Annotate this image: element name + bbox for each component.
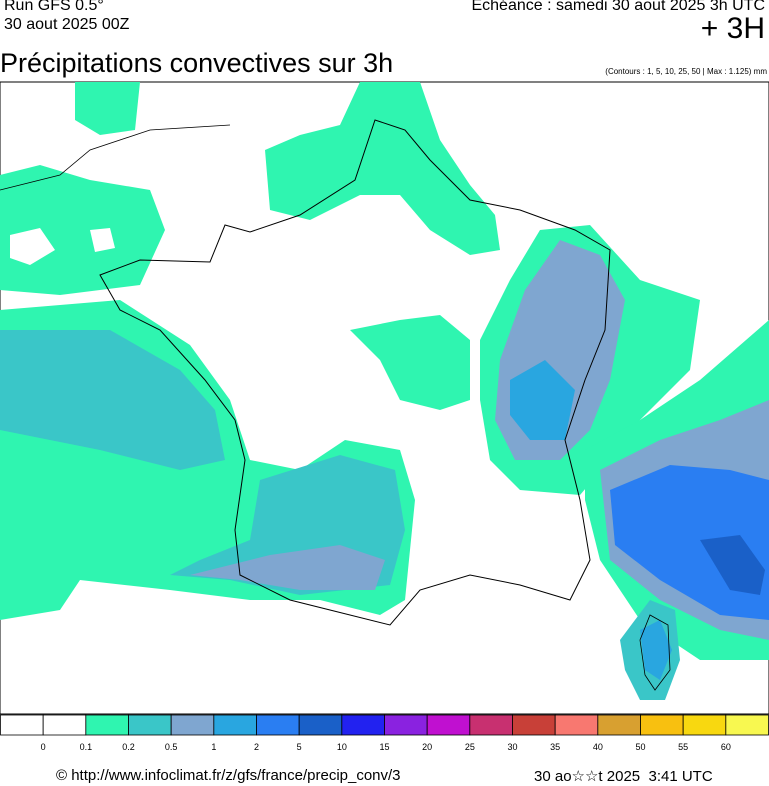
legend-label: 40 [593,742,603,752]
legend-swatch [469,714,513,736]
legend-swatch [85,714,129,736]
legend-swatch [128,714,172,736]
run: Run GFS 0.5° [4,0,104,14]
precip-field [0,82,769,700]
legend-swatch [512,714,556,736]
legend-label: 50 [635,742,645,752]
legend-label: 1 [211,742,216,752]
legend-swatch [384,714,428,736]
legend-label: 0.2 [122,742,135,752]
legend-label: 0 [41,742,46,752]
legend-label: 35 [550,742,560,752]
legend-label: 55 [678,742,688,752]
legend-swatch [725,714,769,736]
legend-swatch [298,714,343,736]
legend-label: 2 [254,742,259,752]
legend-swatch [554,714,599,736]
france-outline [99,119,611,626]
color-legend: 0 0.1 0.2 0.5 1 2 5 10 15 20 25 30 35 40 50 55 60 [0,714,769,752]
legend-swatch [170,714,215,736]
legend-label: 20 [422,742,432,752]
legend-label: 10 [337,742,347,752]
legend-swatch [426,714,471,736]
legend-label: 25 [465,742,475,752]
legend-swatch [640,714,684,736]
contours: (Contours : 1, 5, 10, 25, 50 | Max : 1.1… [605,67,767,76]
coastlines [0,124,671,691]
legend-label: 0.1 [80,742,93,752]
legend-label: 30 [507,742,517,752]
source-url: © http://www.infoclimat.fr/z/gfs/france/… [56,767,401,784]
legend-swatch [682,714,727,736]
title: Précipitations convectives sur 3h [0,48,394,78]
legend-label: 60 [721,742,731,752]
legend-swatch [42,714,87,736]
echeance: Echéance : samedi 30 aout 2025 3h UTC [471,0,765,14]
legend-swatch [213,714,257,736]
legend-label: 15 [379,742,389,752]
lead-time: + 3H [700,12,765,45]
legend-label: 0.5 [165,742,178,752]
legend-swatch [341,714,385,736]
legend-swatch [0,714,44,736]
legend-swatch [597,714,641,736]
run-date: 30 aout 2025 00Z [4,16,130,33]
generated-time: 30 ao☆☆t 2025 3:41 UTC [534,768,713,785]
legend-label: 5 [297,742,302,752]
legend-swatch [256,714,300,736]
